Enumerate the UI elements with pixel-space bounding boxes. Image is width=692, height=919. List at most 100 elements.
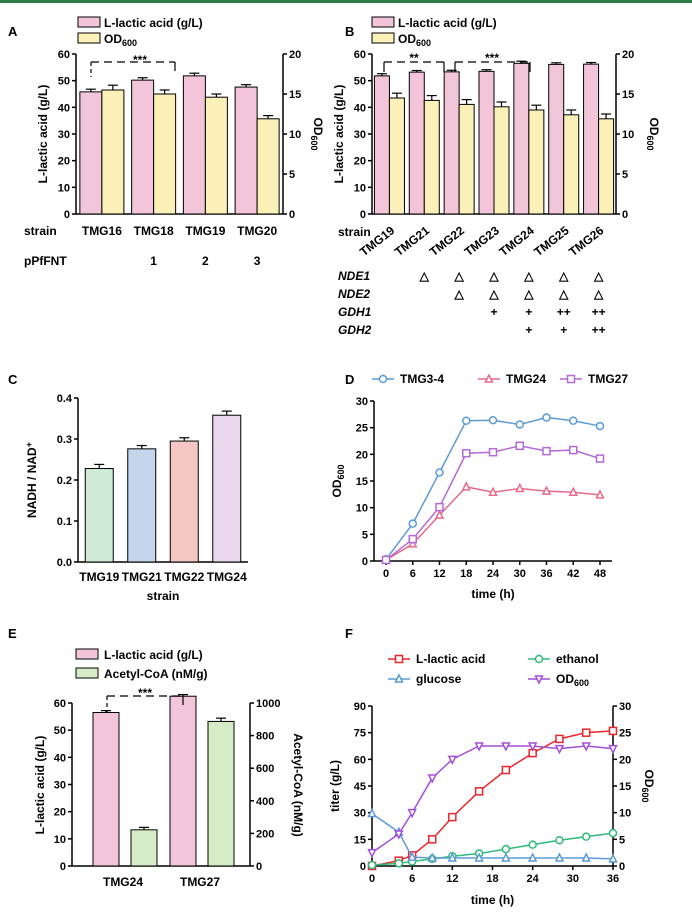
a-right-axis-tick-label: 0 [289,209,295,221]
bar-b-lactic-tmg19 [373,75,390,215]
a-strain-prefix: strain [24,224,57,238]
bar-a-lactic-tmg20 [234,86,258,215]
f-data-point-od600 [474,742,484,752]
f-data-point-glucose [608,853,618,863]
bar-c-tmg19 [84,468,114,563]
a-left-axis-tick-label: 20 [58,156,70,168]
a-left-axis-tick-label: 10 [58,182,70,194]
f-data-point-ethanol [528,840,537,849]
a-category-label: TMG19 [185,224,225,238]
b-genotype-cell: △ [523,269,534,283]
f-data-point-ethanol [608,828,618,838]
bar-b-od-tmg19 [388,97,405,215]
a-left-axis-tick-label: 0 [64,209,70,221]
f-data-point-glucose [501,852,511,862]
f-right-axis-tick-label: 30 [619,701,631,713]
b-genotype-row-label: GDH2 [338,323,372,337]
d-series-line-tmg27 [385,445,601,561]
a-pfnt-value: 1 [150,254,157,268]
legend-f-marker [394,673,404,683]
f-data-point-l-lactic-acid [501,765,511,775]
d-x-axis-title: time (h) [471,587,514,601]
b-left-axis-tick-label: 10 [354,182,366,194]
b-genotype-cell: △ [454,287,465,301]
f-left-axis-tick-label: 90 [354,701,366,713]
f-data-point-od600 [427,774,437,784]
a-right-axis-title: OD600 [309,117,325,150]
f-data-point-glucose [407,851,417,861]
f-right-axis-tick-label: 5 [619,834,625,846]
c-category-label: TMG22 [164,570,204,584]
f-x-tick-label: 18 [486,873,498,885]
f-series-line-l-lactic-acid [371,730,614,867]
a-left-axis-tick-label: 50 [58,76,70,88]
legend-d-label: TMG3-4 [400,372,444,386]
bar-a-lactic-tmg16 [79,91,103,215]
bar-b-od-tmg24 [528,109,545,215]
f-data-point-ethanol [555,835,564,845]
a-pfnt-value: 2 [202,254,209,268]
d-data-point-tmg27 [542,446,551,456]
b-genotype-cell: + [525,323,532,337]
legend-a-od-swatch [77,32,101,44]
bar-a-lactic-tmg18 [131,79,155,215]
f-data-point-glucose [581,852,591,862]
d-data-point-tmg3-4 [488,415,498,425]
c-left-axis-title: NADH / NAD+ [24,442,39,518]
legend-d-marker [378,374,388,384]
f-data-point-l-lactic-acid [608,726,618,736]
panel-label-e: E [8,626,17,641]
f-right-axis-title: OD600 [640,769,656,802]
b-category-label: TMG21 [392,223,432,259]
f-left-axis-title: titer (g/L) [328,760,342,812]
d-data-point-tmg24 [515,482,525,493]
bar-e-lactic-tmg24 [92,712,120,867]
legend-f-label: L-lactic acid [416,652,485,666]
a-right-axis-tick-label: 10 [289,129,301,141]
bar-b-lactic-tmg26 [583,63,600,215]
bar-b-lactic-tmg24 [513,62,530,215]
legend-a-lactic-label: L-lactic acid (g/L) [104,16,203,30]
bar-a-lactic-tmg19 [182,75,206,215]
c-left-axis-tick-label: 0.4 [57,393,73,405]
b-genotype-cell: △ [593,269,604,283]
d-left-axis-tick-label: 15 [356,476,368,488]
d-data-point-tmg24 [434,509,445,519]
f-data-point-od600 [608,744,618,755]
legend-e-lactic-swatch [75,648,99,660]
panel-label-c: C [8,372,18,387]
b-genotype-cell: △ [419,269,430,283]
bar-e-acetyl-tmg27 [207,720,235,867]
b-left-axis-tick-label: 0 [360,209,366,221]
e-left-axis-tick-label: 40 [54,752,66,764]
legend-b-lactic-label: L-lactic acid (g/L) [398,16,497,30]
a-right-axis-tick-label: 5 [289,169,295,181]
f-data-point-od600 [407,808,417,819]
legend-a-lactic-swatch [77,16,101,28]
d-x-tick-label: 12 [433,568,445,580]
c-x-axis-title: strain [147,589,180,603]
b-right-axis-title: OD600 [645,117,661,150]
f-data-point-glucose [427,852,437,862]
d-series-line-tmg24 [385,486,601,561]
panel-label-a: A [8,24,18,39]
legend-b-lactic-swatch [371,16,395,28]
f-x-axis-title: time (h) [471,893,514,907]
d-data-point-tmg27 [462,449,471,458]
b-genotype-row-label: NDE2 [338,287,370,301]
b-right-axis-tick-label: 10 [622,129,634,141]
d-data-point-tmg27 [515,441,524,451]
d-data-point-tmg27 [595,454,605,463]
d-data-point-tmg3-4 [595,421,605,431]
e-right-axis-tick-label: 400 [256,796,274,808]
f-data-point-ethanol [501,844,511,854]
f-left-axis-tick-label: 30 [354,808,366,820]
panel-label-b: B [345,24,354,39]
b-genotype-cell: ++ [592,323,606,337]
bar-b-od-tmg21 [423,99,440,215]
a-pfnt-label: pPfFNT [24,254,67,268]
f-data-point-l-lactic-acid [428,835,437,844]
c-category-label: TMG24 [207,570,247,584]
legend-e-lactic-label: L-lactic acid (g/L) [104,648,203,662]
f-x-tick-label: 6 [409,873,415,885]
